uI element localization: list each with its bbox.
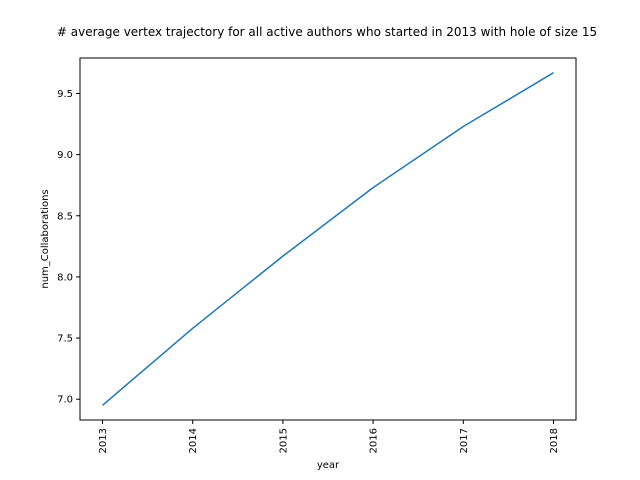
x-axis-label: year	[317, 460, 340, 471]
x-tick-label: 2014	[188, 428, 199, 453]
chart-title: # average vertex trajectory for all acti…	[57, 25, 597, 39]
x-axis: 2013 2014 2015 2016 2017 2018	[98, 420, 560, 453]
x-tick-label: 2016	[369, 428, 380, 453]
y-tick-label: 8.5	[57, 211, 73, 222]
y-tick-label: 9.5	[57, 89, 73, 100]
data-point	[282, 255, 284, 257]
x-tick-label: 2017	[459, 428, 470, 453]
x-tick-label: 2013	[98, 428, 109, 453]
y-tick-label: 9.0	[57, 150, 73, 161]
y-axis-label: num_Collaborations	[40, 189, 51, 288]
x-tick-label: 2018	[549, 428, 560, 453]
data-point	[553, 72, 555, 74]
series-line	[102, 72, 554, 406]
x-tick-label: 2015	[278, 428, 289, 453]
y-tick-label: 7.5	[57, 334, 73, 345]
plot-area-frame	[79, 57, 577, 421]
y-tick-label: 8.0	[57, 272, 73, 283]
data-point	[192, 327, 194, 329]
y-axis: 7.0 7.5 8.0 8.5 9.0 9.5	[57, 89, 80, 406]
y-tick-label: 7.0	[57, 395, 73, 406]
data-point	[463, 126, 465, 128]
data-point	[102, 405, 104, 407]
data-point	[372, 187, 374, 189]
series-layer	[102, 72, 555, 407]
